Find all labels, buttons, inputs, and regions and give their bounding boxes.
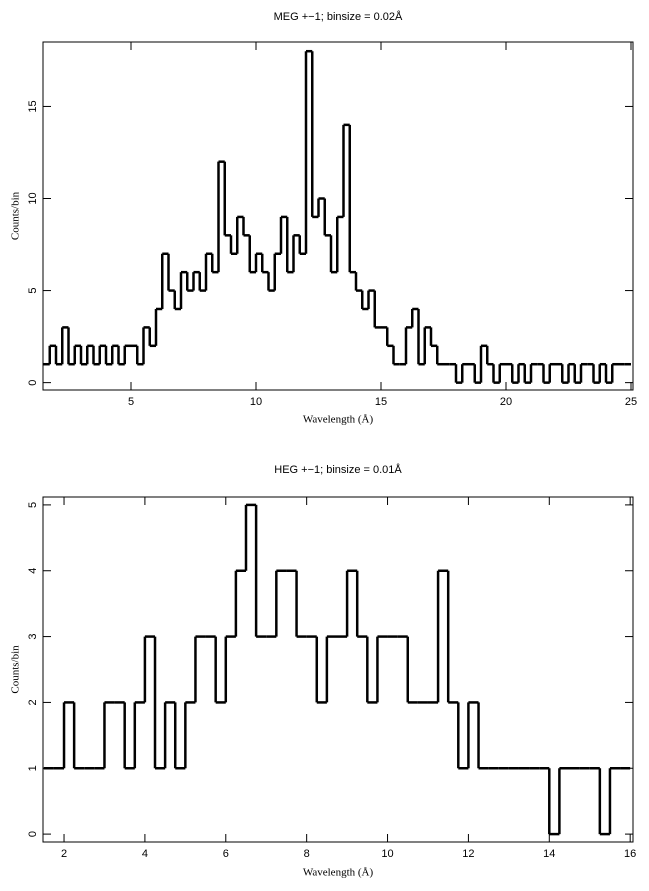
y-tick-label: 5 [27, 502, 39, 508]
y-tick-label: 0 [27, 380, 39, 386]
x-axis-label: Wavelength (Å) [303, 414, 374, 426]
chart-title: HEG +−1; binsize = 0.01Å [274, 463, 402, 476]
y-tick-label: 0 [27, 831, 39, 837]
x-tick-label: 10 [381, 848, 393, 860]
x-tick-label: 20 [500, 396, 512, 408]
x-tick-label: 25 [625, 396, 637, 408]
y-tick-label: 1 [27, 765, 39, 771]
x-tick-label: 15 [375, 396, 387, 408]
y-tick-label: 5 [27, 288, 39, 294]
x-tick-label: 6 [223, 848, 229, 860]
x-tick-label: 2 [61, 848, 67, 860]
y-axis-label: Counts/bin [10, 645, 22, 694]
plot-frame [42, 496, 634, 843]
y-tick-label: 3 [27, 634, 39, 640]
y-tick-label: 15 [27, 100, 39, 112]
x-tick-label: 8 [304, 848, 310, 860]
chart-title: MEG +−1; binsize = 0.02Å [274, 10, 403, 23]
x-tick-label: 5 [128, 396, 134, 408]
x-tick-label: 12 [462, 848, 474, 860]
y-tick-label: 10 [27, 192, 39, 204]
x-tick-label: 16 [624, 848, 636, 860]
x-tick-label: 4 [142, 848, 148, 860]
plot-frame [42, 41, 634, 391]
y-tick-label: 4 [27, 568, 39, 574]
x-tick-label: 14 [543, 848, 555, 860]
x-axis-label: Wavelength (Å) [303, 867, 374, 879]
x-tick-label: 10 [250, 396, 262, 408]
y-tick-label: 2 [27, 699, 39, 705]
y-axis-label: Counts/bin [10, 191, 22, 240]
